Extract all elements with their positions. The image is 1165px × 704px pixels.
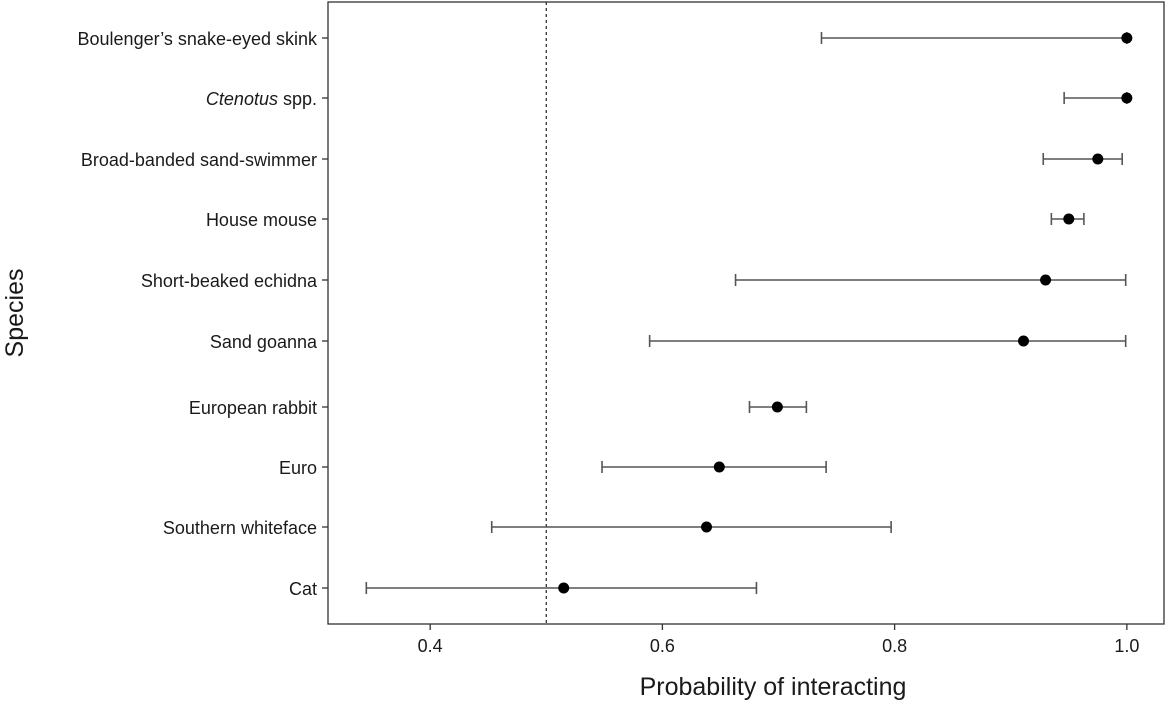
y-tick-labels: Boulenger’s snake-eyed skink Ctenotus spp… [78, 29, 328, 599]
estimate-point [1063, 213, 1075, 225]
data-row [1063, 92, 1133, 104]
y-tick-label-italic: Ctenotus [206, 89, 278, 109]
x-axis-title: Probability of interacting [640, 673, 907, 701]
estimate-point [713, 461, 725, 473]
data-row [734, 274, 1127, 286]
estimate-point [1040, 274, 1052, 286]
estimate-point [1018, 335, 1030, 347]
x-tick-label: 0.6 [650, 636, 675, 656]
x-tick-label: 0.8 [882, 636, 907, 656]
y-tick-label: Cat [289, 579, 317, 599]
x-tick-label: 0.4 [418, 636, 443, 656]
x-axis-ticks: 0.4 0.6 0.8 1.0 [418, 624, 1139, 656]
y-tick-label: Short-beaked echidna [141, 271, 318, 291]
estimate-point [771, 401, 783, 413]
y-axis-title: Species [1, 269, 29, 358]
data-row [648, 335, 1127, 347]
data-row [1050, 213, 1085, 225]
data-marks [365, 32, 1133, 594]
estimate-point [558, 582, 570, 594]
data-row [820, 32, 1133, 44]
estimate-point [1121, 32, 1133, 44]
y-tick-label: Southern whiteface [163, 518, 317, 538]
x-tick-label: 1.0 [1114, 636, 1139, 656]
y-tick-label: Boulenger’s snake-eyed skink [78, 29, 318, 49]
y-tick-label: European rabbit [189, 398, 317, 418]
y-tick-label: Euro [279, 458, 317, 478]
data-row [748, 401, 808, 413]
data-row [490, 521, 892, 533]
y-tick-label: Sand goanna [210, 332, 318, 352]
data-row [601, 461, 827, 473]
estimate-point [1092, 153, 1104, 165]
y-tick-label: Ctenotus spp. [206, 89, 317, 109]
y-tick-label-rest: spp. [278, 89, 317, 109]
data-row [365, 582, 758, 594]
estimate-point [1121, 92, 1133, 104]
y-tick-label: House mouse [206, 210, 317, 230]
data-row [1042, 153, 1123, 165]
plot-panel-border [327, 1, 1165, 625]
estimate-point [701, 521, 713, 533]
y-tick-label: Broad-banded sand-swimmer [81, 150, 317, 170]
